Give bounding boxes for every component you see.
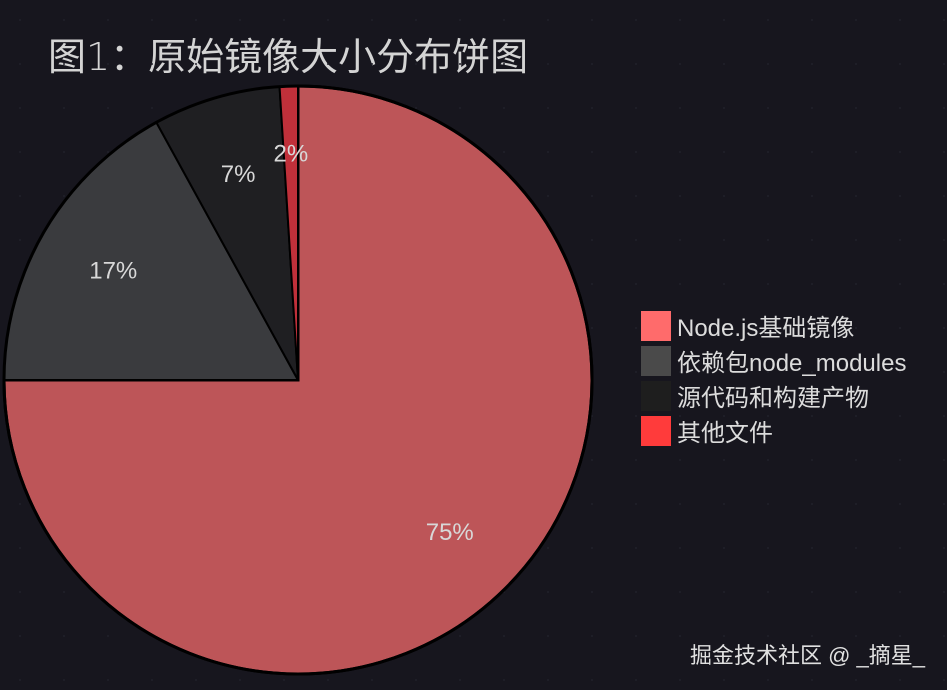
legend-swatch bbox=[641, 380, 671, 411]
chart-title: 图1：原始镜像大小分布饼图 bbox=[48, 35, 529, 79]
legend-item[interactable]: 依赖包node_modules bbox=[641, 343, 906, 378]
watermark: 掘金技术社区 @ _摘星_ bbox=[689, 643, 925, 668]
legend: Node.js基础镜像依赖包node_modules 源代码和构建产物 其他文件 bbox=[641, 308, 906, 448]
legend-item[interactable]: Node.js基础镜像 bbox=[641, 308, 906, 343]
legend-swatch bbox=[641, 310, 671, 341]
data-label-1: 17% bbox=[89, 258, 137, 285]
legend-label: 依赖包node_modules bbox=[677, 350, 907, 377]
legend-label: 源代码和构建产物 bbox=[677, 385, 869, 412]
legend-item[interactable]: 其他文件 bbox=[641, 413, 906, 448]
data-label-0: 75% bbox=[426, 519, 474, 546]
data-label-2: 7% bbox=[221, 161, 256, 188]
legend-swatch bbox=[641, 345, 671, 376]
data-label-3: 2% bbox=[274, 141, 309, 168]
legend-swatch bbox=[641, 415, 671, 446]
legend-item[interactable]: 源代码和构建产物 bbox=[641, 378, 906, 413]
legend-label: Node.js基础镜像 bbox=[677, 315, 855, 342]
pie-outline bbox=[2, 84, 594, 676]
legend-label: 其他文件 bbox=[677, 420, 773, 447]
